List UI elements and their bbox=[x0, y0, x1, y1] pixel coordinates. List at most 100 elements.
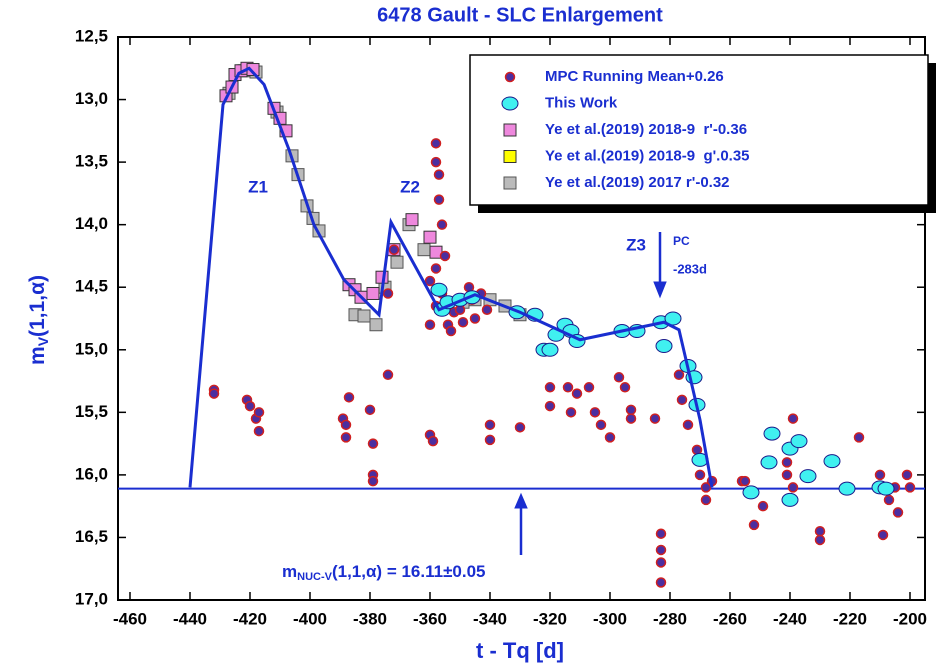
arrow bbox=[514, 232, 667, 555]
x-tick-label: -400 bbox=[293, 609, 327, 628]
point bbox=[787, 413, 799, 424]
point bbox=[544, 382, 556, 393]
point bbox=[655, 577, 667, 588]
x-tick-label: -220 bbox=[833, 609, 867, 628]
point bbox=[595, 419, 607, 431]
point bbox=[649, 413, 661, 424]
point bbox=[424, 275, 436, 287]
point bbox=[382, 369, 394, 381]
point bbox=[790, 434, 808, 449]
point bbox=[787, 482, 799, 493]
point bbox=[208, 388, 220, 399]
point bbox=[340, 432, 352, 443]
point bbox=[901, 469, 913, 481]
point bbox=[781, 469, 793, 481]
nuc-main: m bbox=[282, 562, 297, 581]
point bbox=[748, 519, 760, 531]
point bbox=[814, 525, 826, 537]
point bbox=[430, 138, 442, 149]
legend-marker bbox=[504, 71, 516, 83]
pc-day: -283d bbox=[673, 261, 707, 276]
point bbox=[244, 400, 256, 412]
point bbox=[439, 250, 451, 262]
point bbox=[757, 500, 769, 512]
y-axis-label: mV(1,1,α) bbox=[26, 275, 51, 365]
point bbox=[484, 434, 496, 446]
point bbox=[781, 457, 793, 468]
x-tick-label: -420 bbox=[233, 609, 267, 628]
point bbox=[853, 432, 865, 443]
point bbox=[430, 156, 442, 168]
point bbox=[823, 454, 841, 469]
legend-label: MPC Running Mean+0.26 bbox=[545, 68, 724, 85]
point bbox=[655, 339, 673, 354]
y-tick-label: 15,0 bbox=[75, 339, 108, 358]
legend-box bbox=[469, 54, 929, 206]
point bbox=[571, 388, 583, 399]
point bbox=[739, 475, 751, 487]
x-tick-label: -300 bbox=[593, 609, 627, 628]
point bbox=[742, 485, 760, 500]
arrow-head bbox=[653, 281, 667, 299]
point bbox=[514, 422, 526, 433]
legend bbox=[469, 54, 936, 213]
x-tick-label: -360 bbox=[413, 609, 447, 628]
point bbox=[892, 507, 904, 518]
legend-label: Ye et al.(2019) 2018-9 g'.0.35 bbox=[545, 147, 750, 164]
point bbox=[541, 342, 559, 357]
y-tick-label: 14,0 bbox=[75, 214, 108, 233]
point bbox=[877, 481, 895, 496]
point bbox=[781, 492, 799, 507]
point bbox=[625, 413, 637, 424]
point bbox=[655, 528, 667, 539]
point bbox=[613, 372, 625, 383]
point bbox=[369, 318, 383, 332]
fit-line bbox=[188, 66, 714, 488]
y-tick-label: 17,0 bbox=[75, 589, 108, 608]
legend-marker bbox=[501, 96, 519, 111]
pc-label: PC bbox=[673, 234, 690, 248]
legend-items: MPC Running Mean+0.26 This Work Ye et al.(… bbox=[501, 68, 750, 191]
point bbox=[427, 435, 439, 447]
x-tick-label: -340 bbox=[473, 609, 507, 628]
point bbox=[664, 311, 682, 326]
point bbox=[366, 286, 380, 300]
point bbox=[673, 369, 685, 381]
point bbox=[694, 469, 706, 481]
point bbox=[544, 400, 556, 412]
point bbox=[390, 255, 404, 269]
x-tick-label: -240 bbox=[773, 609, 807, 628]
point bbox=[481, 304, 493, 315]
point bbox=[760, 455, 778, 470]
nuc-sub: NUC-V bbox=[297, 571, 332, 583]
point bbox=[874, 469, 886, 481]
x-tick-label: -260 bbox=[713, 609, 747, 628]
y-tick-label: 13,0 bbox=[75, 89, 108, 108]
point bbox=[904, 482, 916, 493]
nuc-rest: (1,1,α) = 16.11±0.05 bbox=[332, 562, 486, 581]
point bbox=[589, 407, 601, 418]
point bbox=[253, 425, 265, 437]
zone-label: Z3 bbox=[626, 235, 646, 254]
legend-marker bbox=[503, 123, 517, 137]
point bbox=[682, 419, 694, 431]
point bbox=[367, 475, 379, 487]
point bbox=[343, 392, 355, 403]
arrow-head bbox=[514, 492, 528, 509]
x-tick-label: -280 bbox=[653, 609, 687, 628]
point bbox=[382, 288, 394, 299]
point bbox=[445, 325, 457, 337]
point bbox=[814, 534, 826, 546]
y-tick-label: 15,5 bbox=[75, 402, 108, 421]
legend-label: This Work bbox=[545, 94, 618, 111]
y-tick-label: 13,5 bbox=[75, 152, 108, 171]
point bbox=[424, 319, 436, 331]
x-tick-label: -440 bbox=[173, 609, 207, 628]
point bbox=[838, 481, 856, 496]
point bbox=[430, 263, 442, 274]
point bbox=[417, 243, 431, 257]
point bbox=[405, 213, 419, 227]
point bbox=[763, 426, 781, 441]
zone-label: Z2 bbox=[400, 177, 420, 196]
